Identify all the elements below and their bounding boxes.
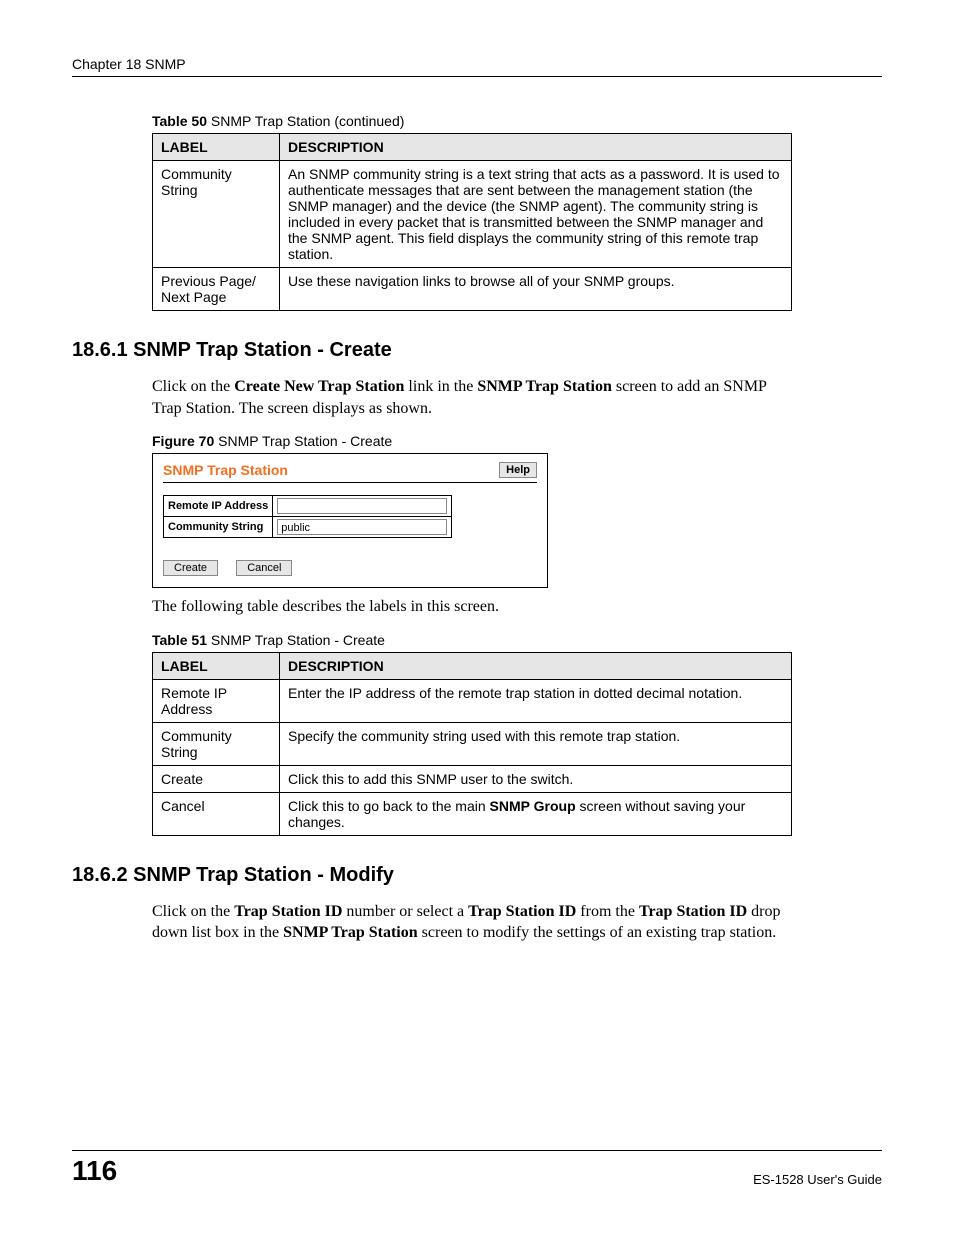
table51: LABEL DESCRIPTION Remote IP Address Ente… — [152, 652, 792, 836]
text-bold: SNMP Trap Station — [477, 378, 612, 395]
table-row: Create Click this to add this SNMP user … — [153, 765, 792, 792]
text-bold: Trap Station ID — [639, 903, 747, 920]
figure70-caption: Figure 70 SNMP Trap Station - Create — [152, 433, 882, 449]
section-1861-para: Click on the Create New Trap Station lin… — [152, 376, 792, 419]
table50-caption-rest: SNMP Trap Station (continued) — [207, 113, 404, 129]
text-bold: SNMP Group — [490, 798, 576, 814]
section-1862-para: Click on the Trap Station ID number or s… — [152, 901, 792, 944]
remote-ip-cell — [273, 496, 452, 517]
table50-th-desc: DESCRIPTION — [280, 134, 792, 161]
text: Click this to go back to the main — [288, 798, 490, 814]
table50-th-label: LABEL — [153, 134, 280, 161]
figure70-title: SNMP Trap Station — [163, 462, 288, 478]
text: Click on the — [152, 903, 234, 920]
chapter-header: Chapter 18 SNMP — [72, 56, 882, 77]
table-header-row: LABEL DESCRIPTION — [153, 652, 792, 679]
divider — [163, 482, 537, 483]
section-1862-heading: 18.6.2 SNMP Trap Station - Modify — [72, 864, 882, 887]
table50-r1-label: Previous Page/ Next Page — [153, 268, 280, 311]
table50-caption: Table 50 SNMP Trap Station (continued) — [152, 113, 882, 129]
text-bold: Create New Trap Station — [234, 378, 404, 395]
section-1861-heading: 18.6.1 SNMP Trap Station - Create — [72, 339, 882, 362]
table-row: Community String An SNMP community strin… — [153, 161, 792, 268]
table51-r1-label: Community String — [153, 722, 280, 765]
table-header-row: LABEL DESCRIPTION — [153, 134, 792, 161]
text: link in the — [404, 378, 477, 395]
text: from the — [576, 903, 639, 920]
table51-r1-desc: Specify the community string used with t… — [280, 722, 792, 765]
table-row: Community String Specify the community s… — [153, 722, 792, 765]
cancel-button[interactable]: Cancel — [236, 560, 292, 576]
figure70-caption-bold: Figure 70 — [152, 433, 214, 449]
table51-caption: Table 51 SNMP Trap Station - Create — [152, 632, 882, 648]
table51-caption-bold: Table 51 — [152, 632, 207, 648]
text: Click on the — [152, 378, 234, 395]
page-footer: 116 ES-1528 User's Guide — [72, 1150, 882, 1187]
table51-r2-label: Create — [153, 765, 280, 792]
table-row: Previous Page/ Next Page Use these navig… — [153, 268, 792, 311]
form-row: Community String public — [164, 517, 452, 538]
guide-name: ES-1528 User's Guide — [753, 1172, 882, 1187]
community-string-input[interactable]: public — [277, 519, 447, 535]
remote-ip-input[interactable] — [277, 498, 447, 514]
table51-r3-desc: Click this to go back to the main SNMP G… — [280, 792, 792, 835]
community-string-label: Community String — [164, 517, 273, 538]
table50-caption-bold: Table 50 — [152, 113, 207, 129]
table51-r0-label: Remote IP Address — [153, 679, 280, 722]
help-button[interactable]: Help — [499, 462, 537, 478]
table51-th-label: LABEL — [153, 652, 280, 679]
text-bold: Trap Station ID — [468, 903, 576, 920]
table51-r0-desc: Enter the IP address of the remote trap … — [280, 679, 792, 722]
table50-r0-label: Community String — [153, 161, 280, 268]
text: number or select a — [342, 903, 468, 920]
page-number: 116 — [72, 1155, 117, 1187]
community-string-cell: public — [273, 517, 452, 538]
para-after-figure: The following table describes the labels… — [152, 596, 792, 618]
table51-r2-desc: Click this to add this SNMP user to the … — [280, 765, 792, 792]
remote-ip-label: Remote IP Address — [164, 496, 273, 517]
table-row: Cancel Click this to go back to the main… — [153, 792, 792, 835]
create-button[interactable]: Create — [163, 560, 218, 576]
text: screen to modify the settings of an exis… — [418, 924, 777, 941]
figure70-screenshot: SNMP Trap Station Help Remote IP Address… — [152, 453, 548, 588]
figure70-caption-rest: SNMP Trap Station - Create — [214, 433, 392, 449]
table51-r3-label: Cancel — [153, 792, 280, 835]
text-bold: SNMP Trap Station — [283, 924, 418, 941]
text-bold: Trap Station ID — [234, 903, 342, 920]
table50-r1-desc: Use these navigation links to browse all… — [280, 268, 792, 311]
table51-caption-rest: SNMP Trap Station - Create — [207, 632, 385, 648]
form-row: Remote IP Address — [164, 496, 452, 517]
table50: LABEL DESCRIPTION Community String An SN… — [152, 133, 792, 311]
table50-r0-desc: An SNMP community string is a text strin… — [280, 161, 792, 268]
table51-th-desc: DESCRIPTION — [280, 652, 792, 679]
table-row: Remote IP Address Enter the IP address o… — [153, 679, 792, 722]
figure70-form: Remote IP Address Community String publi… — [163, 495, 452, 538]
